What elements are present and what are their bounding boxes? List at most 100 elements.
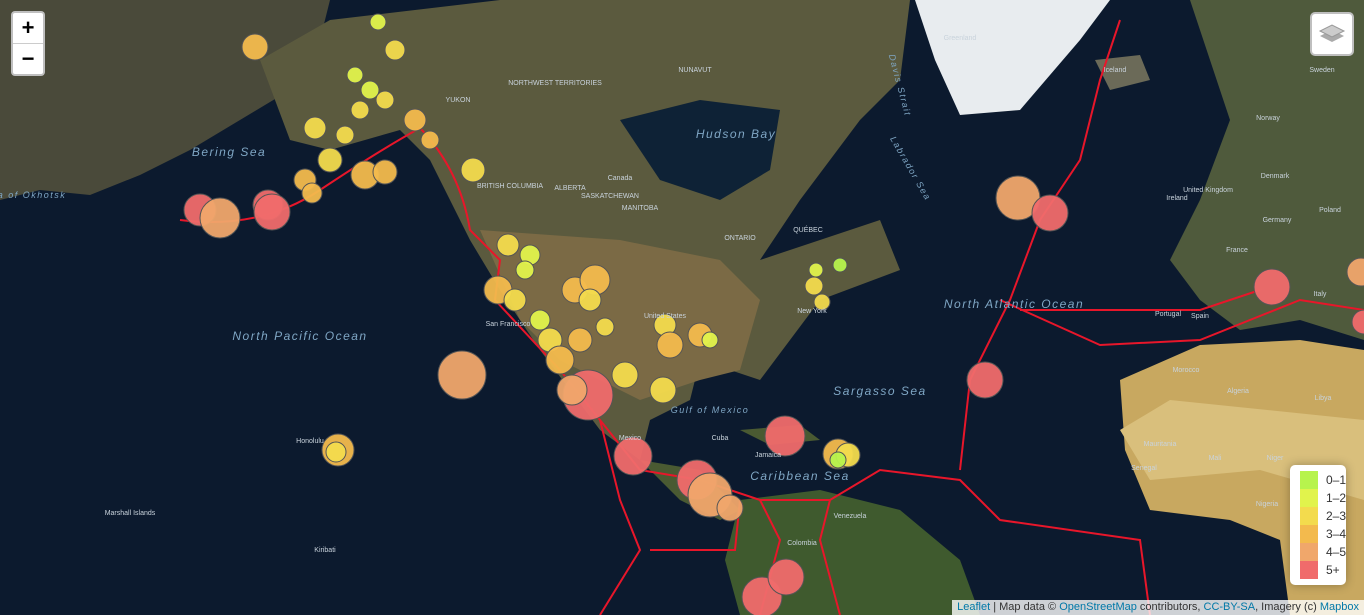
place-label: Portugal (1155, 311, 1182, 318)
place-label: Greenland (944, 35, 977, 42)
earthquake-marker[interactable] (420, 130, 440, 150)
place-label: United Kingdom (1183, 187, 1233, 194)
earthquake-marker[interactable] (611, 361, 639, 389)
attribution-text: | Map data © (990, 601, 1060, 613)
earthquake-marker[interactable] (325, 441, 347, 463)
ocean-label: Labrador Sea (888, 135, 933, 203)
place-label: Marshall Islands (105, 510, 156, 517)
legend-label: 3–4 (1325, 527, 1347, 541)
place-label: Honolulu (296, 438, 324, 445)
leaflet-link[interactable]: Leaflet (957, 601, 991, 613)
earthquake-marker[interactable] (460, 157, 486, 183)
legend-swatch (1300, 525, 1318, 543)
earthquake-marker[interactable] (701, 331, 719, 349)
earthquake-marker[interactable] (303, 116, 327, 140)
legend-item: 4–5 (1290, 543, 1346, 561)
earthquake-marker[interactable] (613, 436, 653, 476)
earthquake-marker[interactable] (437, 350, 487, 400)
earthquake-marker[interactable] (545, 345, 575, 375)
earthquake-marker[interactable] (384, 39, 406, 61)
place-label: Senegal (1131, 465, 1157, 472)
legend-item: 2–3 (1290, 507, 1346, 525)
earthquake-marker[interactable] (595, 317, 615, 337)
earthquake-marker[interactable] (335, 125, 355, 145)
earthquake-marker[interactable] (503, 288, 527, 312)
earthquake-marker[interactable] (241, 33, 269, 61)
legend-swatch (1300, 507, 1318, 525)
zoom-in-button[interactable]: + (21, 15, 35, 40)
place-label: Mexico (619, 435, 641, 442)
place-label: Kiribati (314, 547, 336, 554)
place-label: San Francisco (486, 321, 531, 328)
place-label: Sweden (1309, 67, 1334, 74)
earthquake-marker[interactable] (1351, 309, 1364, 335)
earthquake-marker[interactable] (346, 66, 364, 84)
legend-label: 4–5 (1325, 545, 1347, 559)
earthquake-marker[interactable] (372, 159, 398, 185)
earthquake-marker[interactable] (496, 233, 520, 257)
place-label: Cuba (712, 435, 729, 442)
earthquake-marker[interactable] (829, 451, 847, 469)
place-label: Ireland (1166, 195, 1188, 202)
place-label: Morocco (1173, 367, 1200, 374)
earthquake-marker[interactable] (529, 309, 551, 331)
ocean-label: Gulf of Mexico (671, 405, 750, 415)
earthquake-marker[interactable] (808, 262, 824, 278)
attribution: Leaflet | Map data © OpenStreetMap contr… (952, 600, 1364, 615)
legend-item: 5+ (1290, 561, 1346, 579)
ocean-label: Sargasso Sea (833, 384, 926, 398)
earthquake-marker[interactable] (813, 293, 831, 311)
earthquake-marker[interactable] (804, 276, 824, 296)
place-label: Algeria (1227, 388, 1249, 395)
mapbox-link[interactable]: Mapbox (1319, 601, 1359, 613)
earthquake-marker[interactable] (253, 193, 291, 231)
earthquake-marker[interactable] (1031, 194, 1069, 232)
earthquake-marker[interactable] (301, 182, 323, 204)
earthquake-marker[interactable] (966, 361, 1004, 399)
legend-label: 5+ (1326, 563, 1340, 577)
ocean-label: Sea of Okhotsk (0, 190, 66, 200)
place-label: Libya (1315, 395, 1332, 402)
attribution-text: contributors, (1136, 601, 1204, 613)
ocean-label: Hudson Bay (696, 127, 776, 141)
earthquake-marker[interactable] (1253, 268, 1291, 306)
place-label: SASKATCHEWAN (581, 193, 639, 200)
earthquake-marker[interactable] (578, 288, 602, 312)
zoom-out-button[interactable]: − (13, 43, 43, 74)
place-label: QUÉBEC (793, 225, 823, 234)
earthquake-marker[interactable] (556, 374, 588, 406)
osm-link[interactable]: OpenStreetMap (1059, 601, 1137, 613)
earthquake-marker[interactable] (767, 558, 805, 596)
place-label: Nigeria (1256, 501, 1278, 508)
earthquake-marker[interactable] (199, 197, 241, 239)
earthquake-marker[interactable] (360, 80, 380, 100)
earthquake-marker[interactable] (716, 494, 744, 522)
legend-label: 1–2 (1325, 491, 1347, 505)
legend-label: 0–1 (1325, 473, 1347, 487)
earthquake-marker[interactable] (649, 376, 677, 404)
earthquake-marker[interactable] (369, 13, 387, 31)
license-link[interactable]: CC-BY-SA (1203, 601, 1256, 613)
earthquake-marker[interactable] (656, 331, 684, 359)
earthquake-marker[interactable] (567, 327, 593, 353)
place-label: Mauritania (1144, 441, 1177, 448)
earthquake-marker[interactable] (403, 108, 427, 132)
place-label: United States (644, 313, 687, 320)
legend-item: 1–2 (1290, 489, 1346, 507)
earthquake-marker[interactable] (832, 257, 848, 273)
earthquake-marker[interactable] (1346, 257, 1364, 287)
legend-swatch (1300, 561, 1318, 579)
earthquake-marker[interactable] (317, 147, 343, 173)
place-label: Poland (1319, 207, 1341, 214)
earthquake-marker[interactable] (764, 415, 806, 457)
layers-control[interactable] (1310, 12, 1354, 56)
zoom-control: + − (11, 11, 45, 76)
earthquake-marker[interactable] (375, 90, 395, 110)
earthquake-marker[interactable] (515, 260, 535, 280)
ocean-label: Bering Sea (192, 145, 266, 159)
earthquake-marker[interactable] (350, 100, 370, 120)
ocean-label: North Atlantic Ocean (944, 297, 1084, 311)
